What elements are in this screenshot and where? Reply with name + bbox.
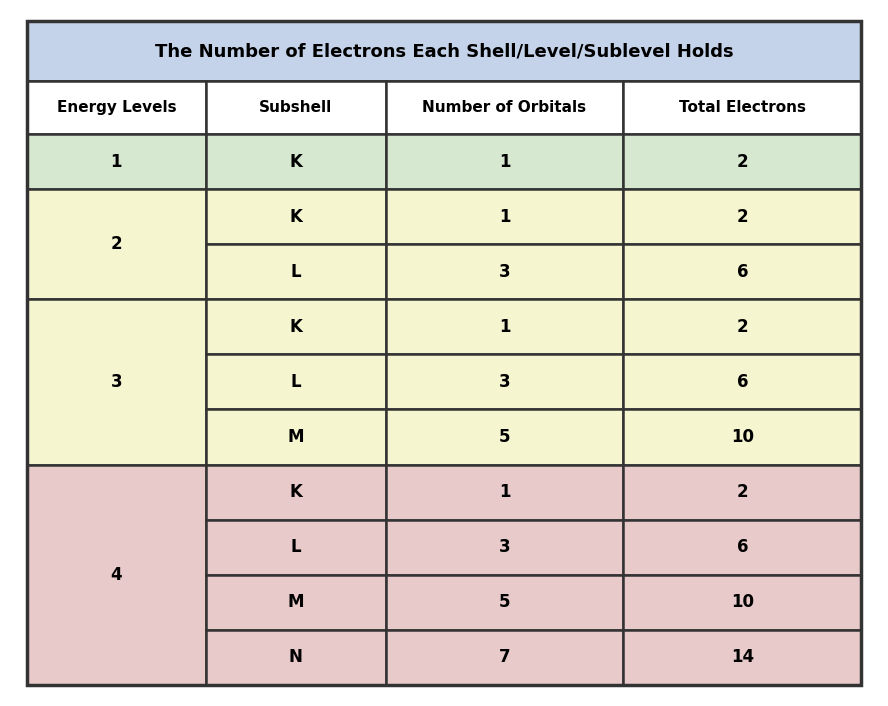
- Bar: [27, 134, 206, 189]
- Text: 3: 3: [499, 263, 511, 281]
- Bar: [385, 630, 623, 685]
- Bar: [206, 465, 385, 520]
- Bar: [206, 81, 385, 134]
- Text: L: L: [290, 373, 301, 391]
- Text: M: M: [288, 593, 304, 611]
- Bar: [623, 465, 861, 520]
- Bar: [206, 575, 385, 630]
- Bar: [385, 520, 623, 575]
- Bar: [623, 630, 861, 685]
- Bar: [385, 409, 623, 465]
- Bar: [623, 299, 861, 354]
- Bar: [623, 354, 861, 409]
- Text: L: L: [290, 538, 301, 556]
- Bar: [27, 21, 861, 81]
- Bar: [206, 244, 385, 299]
- Text: Subshell: Subshell: [259, 100, 332, 115]
- Bar: [385, 299, 623, 354]
- Bar: [206, 354, 385, 409]
- Bar: [206, 134, 385, 189]
- Bar: [206, 409, 385, 465]
- Text: 2: 2: [737, 152, 749, 171]
- Bar: [623, 575, 861, 630]
- Text: 1: 1: [499, 152, 511, 171]
- Text: 1: 1: [499, 318, 511, 336]
- Text: 1: 1: [111, 152, 123, 171]
- Text: 10: 10: [731, 593, 754, 611]
- Text: 1: 1: [499, 483, 511, 501]
- Text: K: K: [289, 483, 302, 501]
- Bar: [206, 189, 385, 244]
- Text: 2: 2: [737, 318, 749, 336]
- Text: K: K: [289, 208, 302, 226]
- Text: M: M: [288, 428, 304, 446]
- Bar: [206, 630, 385, 685]
- Text: 10: 10: [731, 428, 754, 446]
- Text: Energy Levels: Energy Levels: [57, 100, 176, 115]
- Text: 3: 3: [111, 373, 123, 391]
- Bar: [27, 189, 206, 299]
- Text: Number of Orbitals: Number of Orbitals: [423, 100, 587, 115]
- Bar: [27, 465, 206, 685]
- Text: The Number of Electrons Each Shell/Level/Sublevel Holds: The Number of Electrons Each Shell/Level…: [155, 42, 733, 60]
- Text: 7: 7: [499, 648, 511, 666]
- Bar: [385, 465, 623, 520]
- Text: 2: 2: [737, 208, 749, 226]
- Text: L: L: [290, 263, 301, 281]
- Text: K: K: [289, 152, 302, 171]
- Bar: [623, 409, 861, 465]
- Text: N: N: [289, 648, 303, 666]
- Text: 6: 6: [737, 373, 749, 391]
- Bar: [27, 81, 206, 134]
- Text: K: K: [289, 318, 302, 336]
- Bar: [623, 520, 861, 575]
- Text: 2: 2: [737, 483, 749, 501]
- Text: 5: 5: [499, 428, 511, 446]
- Bar: [27, 299, 206, 465]
- Text: Total Electrons: Total Electrons: [679, 100, 806, 115]
- Bar: [385, 575, 623, 630]
- Bar: [206, 520, 385, 575]
- Bar: [385, 354, 623, 409]
- Text: 3: 3: [499, 538, 511, 556]
- Text: 14: 14: [731, 648, 754, 666]
- Text: 1: 1: [499, 208, 511, 226]
- Bar: [385, 134, 623, 189]
- Text: 3: 3: [499, 373, 511, 391]
- Text: 5: 5: [499, 593, 511, 611]
- Text: 4: 4: [111, 566, 123, 584]
- Bar: [623, 244, 861, 299]
- Bar: [385, 189, 623, 244]
- Bar: [206, 299, 385, 354]
- Text: 2: 2: [111, 235, 123, 253]
- Bar: [623, 81, 861, 134]
- Bar: [385, 244, 623, 299]
- Bar: [623, 189, 861, 244]
- Bar: [385, 81, 623, 134]
- Text: 6: 6: [737, 538, 749, 556]
- Bar: [623, 134, 861, 189]
- Text: 6: 6: [737, 263, 749, 281]
